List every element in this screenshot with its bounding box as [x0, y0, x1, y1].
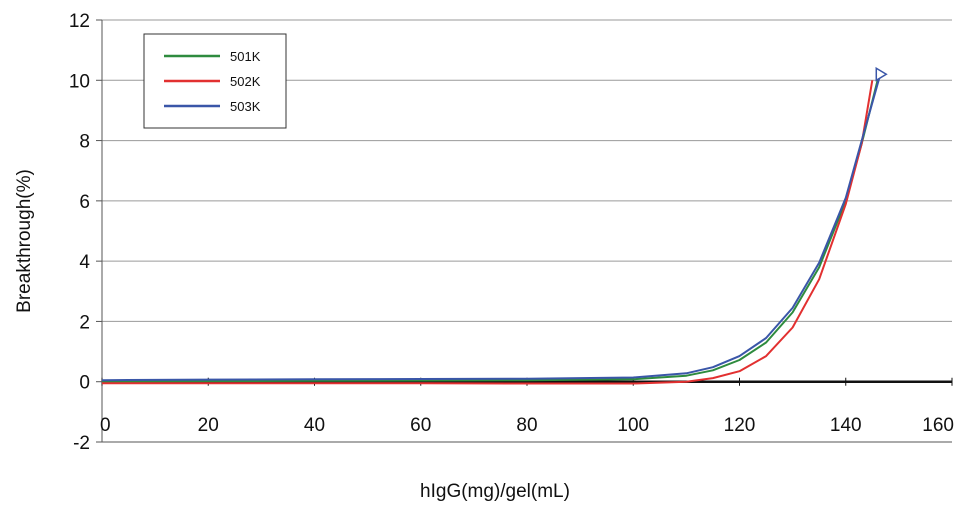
y-tick-label-0: -2: [73, 433, 90, 454]
x-tick-label-1: 20: [198, 415, 219, 436]
y-tick-labels: -2 0 2 4 6 8 10 12: [69, 11, 102, 454]
y-tick-label-4: 6: [79, 192, 90, 213]
x-tick-label-7: 140: [830, 415, 862, 436]
x-tick-labels: 0 20 40 60 80 100 120 140 160: [100, 377, 954, 436]
x-tick-label-8: 160: [922, 415, 954, 436]
series-line-502K: [102, 80, 874, 385]
y-tick-label-6: 10: [69, 71, 90, 92]
legend-label-501K: 501K: [230, 49, 261, 64]
y-tick-label-5: 8: [79, 132, 90, 153]
legend-label-503K: 503K: [230, 99, 261, 114]
x-axis-label: hIgG(mg)/gel(mL): [420, 481, 570, 502]
series-end-marker-503K: [875, 66, 888, 82]
legend-label-502K: 502K: [230, 74, 261, 89]
legend: 501K 502K 503K: [143, 33, 287, 129]
series-line-501K: [101, 80, 879, 383]
series-line-503K: [101, 74, 882, 382]
x-tick-label-6: 120: [724, 415, 756, 436]
y-tick-label-2: 2: [79, 312, 90, 333]
y-axis-label: Breakthrough(%): [14, 169, 35, 313]
series-lines: [101, 66, 888, 385]
x-tick-label-2: 40: [304, 415, 325, 436]
x-tick-label-0: 0: [100, 415, 111, 436]
x-tick-label-4: 80: [516, 415, 537, 436]
y-tick-label-1: 0: [79, 373, 90, 394]
y-tick-label-3: 4: [79, 252, 90, 273]
x-tick-label-5: 100: [617, 415, 649, 436]
y-tick-label-7: 12: [69, 11, 90, 32]
x-tick-label-3: 60: [410, 415, 431, 436]
